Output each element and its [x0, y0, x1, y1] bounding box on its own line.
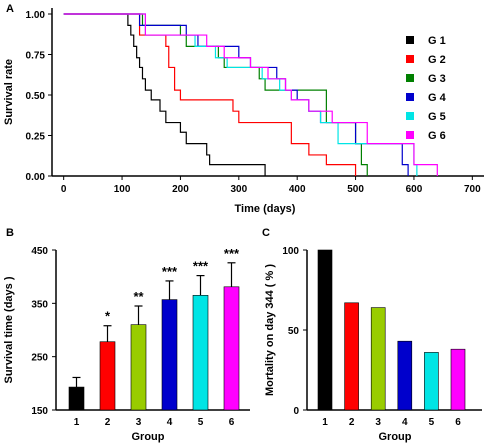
- survival-time-y-tick-label: 450: [31, 246, 48, 257]
- mortality-bar-3: [370, 307, 386, 411]
- survival-time-y-label: Survival time (days ): [3, 276, 15, 383]
- mortality-x-tick-label: 1: [322, 417, 328, 428]
- mortality-x-tick-label: 3: [375, 417, 381, 428]
- survival-y-label: Survival rate: [3, 59, 15, 125]
- mortality-x-tick-label: 4: [402, 417, 408, 428]
- legend-swatch-g5: [406, 112, 414, 120]
- mortality-y-tick-label: 0: [293, 406, 299, 417]
- significance-marker: **: [133, 289, 144, 304]
- panel-label-a: A: [6, 3, 14, 15]
- survival-time-x-label: Group: [132, 431, 165, 443]
- survival-series-line-g6: [63, 13, 438, 176]
- survival-time-bar-5: [192, 295, 209, 411]
- survival-time-x-tick-label: 6: [229, 417, 235, 428]
- legend-label-g2: G 2: [428, 54, 446, 66]
- survival-series-line-g3: [63, 13, 368, 176]
- survival-x-tick-label: 700: [464, 184, 481, 195]
- survival-y-tick-label: 0.25: [26, 132, 46, 143]
- mortality-x-tick-label: 2: [349, 417, 355, 428]
- survival-x-tick-label: 100: [114, 184, 131, 195]
- mortality-chart: 0 50 100 1 2 3 4 5 6 Group Mortality on day 344 …: [264, 246, 482, 443]
- survival-x-label: Time (days): [235, 203, 296, 215]
- mortality-x-tick-label: 6: [455, 417, 461, 428]
- mortality-x-label: Group: [379, 431, 412, 443]
- survival-time-bar-2: [99, 341, 116, 411]
- survival-time-x-tick-label: 2: [105, 417, 111, 428]
- mortality-y-tick-label: 100: [282, 246, 299, 257]
- mortality-bar-6: [450, 348, 466, 411]
- survival-x-tick-label: 200: [172, 184, 189, 195]
- mortality-y-label: Mortality on day 344 ( % ): [264, 264, 276, 396]
- survival-time-bar-3: [130, 324, 147, 411]
- survival-time-y-tick-label: 350: [31, 299, 48, 310]
- mortality-x-tick-label: 5: [429, 417, 435, 428]
- survival-y-tick-label: 0.50: [26, 91, 46, 102]
- mortality-y-tick-label: 50: [288, 326, 300, 337]
- survival-time-x-tick-label: 5: [198, 417, 204, 428]
- survival-time-x-tick-label: 4: [167, 417, 173, 428]
- survival-time-y-tick-label: 250: [31, 353, 48, 364]
- legend-label-g4: G 4: [428, 92, 447, 104]
- legend-label-g5: G 5: [428, 111, 446, 123]
- survival-x-tick-label: 600: [406, 184, 423, 195]
- survival-time-x-tick-label: 1: [74, 417, 80, 428]
- survival-time-bar-1: [68, 386, 85, 411]
- panel-label-c: C: [262, 227, 270, 239]
- significance-marker: ***: [224, 246, 240, 261]
- significance-marker: *: [105, 309, 111, 324]
- survival-y-tick-label: 0.00: [26, 172, 46, 183]
- survival-y-tick-label: 0.75: [26, 51, 46, 62]
- legend-swatch-g3: [406, 74, 414, 82]
- survival-series-line-g4: [63, 13, 409, 176]
- survival-y-tick-label: 1.00: [26, 10, 46, 21]
- survival-x-tick-label: 0: [61, 184, 67, 195]
- mortality-bar-1: [317, 249, 333, 411]
- legend-label-g1: G 1: [428, 35, 446, 47]
- significance-marker: ***: [162, 264, 178, 279]
- legend-swatch-g1: [406, 36, 414, 44]
- legend-label-g6: G 6: [428, 130, 446, 142]
- legend-swatch-g6: [406, 131, 414, 139]
- mortality-bar-4: [397, 340, 413, 411]
- survival-time-y-tick-label: 150: [31, 406, 48, 417]
- survival-x-tick-label: 400: [289, 184, 306, 195]
- survival-time-bar-4: [161, 299, 178, 411]
- significance-marker: ***: [193, 259, 209, 274]
- survival-series-line-g5: [63, 13, 418, 176]
- legend-swatch-g4: [406, 93, 414, 101]
- mortality-bar-2: [344, 302, 359, 411]
- panel-label-b: B: [6, 227, 14, 239]
- survival-legend: G 1 G 2 G 3 G 4 G 5 G 6: [406, 35, 447, 142]
- legend-swatch-g2: [406, 55, 414, 63]
- survival-chart: 0 100 200 300 400 500 600 700 0.00 0.25 0.50 0.75 1.…: [3, 8, 484, 215]
- mortality-bar-5: [424, 352, 439, 411]
- legend-label-g3: G 3: [428, 73, 446, 85]
- survival-series-line-g2: [63, 13, 357, 176]
- survival-time-bar-6: [223, 286, 240, 411]
- survival-x-tick-label: 500: [347, 184, 364, 195]
- survival-time-x-tick-label: 3: [136, 417, 142, 428]
- survival-series-line-g1: [63, 13, 266, 176]
- survival-x-tick-label: 300: [230, 184, 247, 195]
